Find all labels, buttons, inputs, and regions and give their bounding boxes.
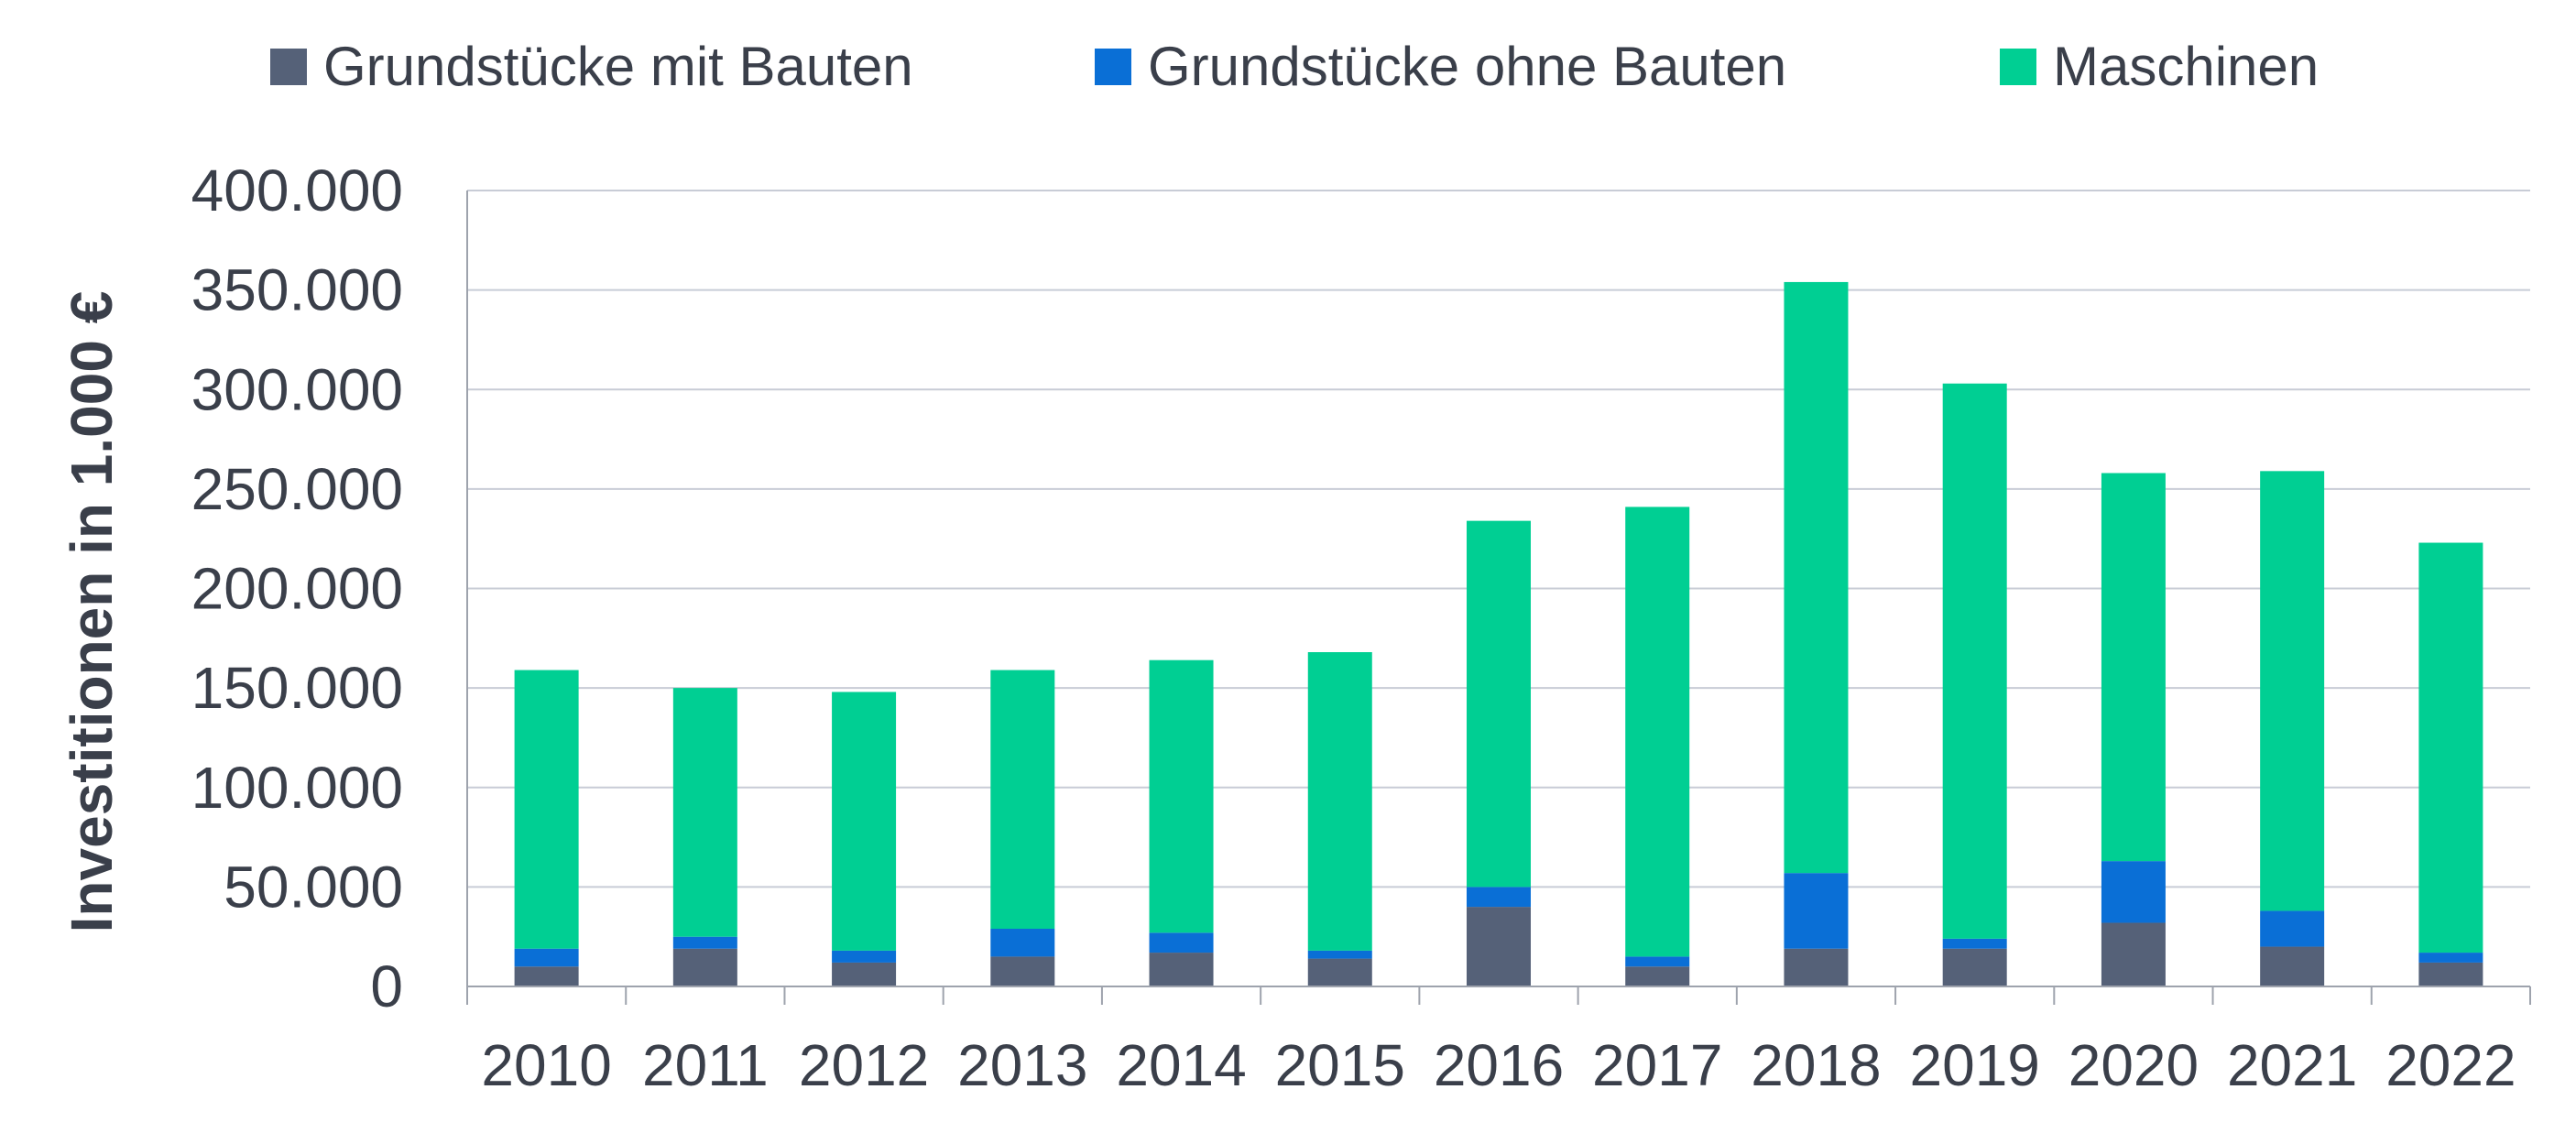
bar-segment-2017-s1 [1625,956,1690,967]
x-tick-label-2021: 2021 [2227,1032,2357,1098]
x-tick-label-2016: 2016 [1434,1032,1564,1098]
bar-segment-2011-s1 [672,936,737,949]
bar-segment-2012-s1 [832,950,897,963]
legend-label-grundstuecke-ohne-bauten: Grundstücke ohne Bauten [1148,36,1787,97]
y-tick-label: 250.000 [191,456,403,522]
y-tick-label: 350.000 [191,257,403,323]
bar-segment-2016-s2 [1467,520,1531,888]
bar-segment-2012-s0 [832,962,897,986]
bar-segment-2022-s0 [2418,962,2483,986]
y-tick-label: 150.000 [191,655,403,721]
x-tick-label-2010: 2010 [481,1032,611,1098]
bar-segment-2014-s2 [1149,659,1214,933]
bar-segment-2021-s0 [2260,946,2325,986]
y-tick-label: 0 [370,953,403,1019]
y-tick-label: 300.000 [191,356,403,422]
bar-segment-2017-s0 [1625,966,1690,986]
legend-swatch-grundstuecke-ohne-bauten [1095,48,1131,85]
legend-swatch-maschinen [2000,48,2036,85]
bar-segment-2012-s2 [832,692,897,951]
bar-segment-2011-s2 [672,688,737,937]
x-tick-label-2018: 2018 [1751,1032,1881,1098]
y-tick-labels: 0 50.000 100.000 150.000 200.000 250.000 300.0… [191,158,403,1019]
bar-segment-2016-s1 [1467,887,1531,908]
bar-segment-2014-s0 [1149,953,1214,986]
bar-segment-2011-s0 [672,948,737,986]
y-tick-label: 100.000 [191,755,403,821]
bar-segment-2021-s1 [2260,910,2325,947]
x-tick-labels: 2010 2011 2012 2013 2014 2015 2016 2017 2018 2019… [481,1032,2516,1098]
axes [466,191,2531,1005]
x-tick-label-2012: 2012 [799,1032,929,1098]
x-tick-label-2014: 2014 [1116,1032,1246,1098]
legend-item-maschinen: Maschinen [2000,35,2319,98]
x-tick-label-2015: 2015 [1275,1032,1405,1098]
bar-segment-2017-s2 [1625,507,1690,957]
bar-segment-2015-s0 [1307,958,1372,986]
bar-segment-2020-s1 [2101,861,2166,923]
bar-segment-2018-s0 [1784,948,1849,986]
bar-segment-2019-s1 [1942,938,2007,949]
bar-segment-2010-s0 [514,966,579,986]
x-tick-label-2011: 2011 [642,1032,769,1098]
bar-segment-2018-s2 [1784,281,1849,874]
bar-segment-2019-s0 [1942,948,2007,986]
bars [514,281,2483,986]
legend-label-grundstuecke-mit-bauten: Grundstücke mit Bauten [323,36,913,97]
bar-segment-2018-s1 [1784,873,1849,949]
legend-swatch-grundstuecke-mit-bauten [270,48,307,85]
x-tick-label-2017: 2017 [1592,1032,1722,1098]
bar-segment-2022-s1 [2418,953,2483,963]
bar-segment-2013-s1 [990,928,1055,957]
chart-legend: Grundstücke mit Bauten Grundstücke ohne … [0,35,2576,108]
bar-segment-2013-s2 [990,670,1055,929]
x-tick-label-2013: 2013 [957,1032,1087,1098]
legend-item-grundstuecke-mit-bauten: Grundstücke mit Bauten [270,35,913,98]
bar-segment-2016-s0 [1467,907,1531,986]
bar-segment-2015-s2 [1307,652,1372,951]
bar-segment-2020-s2 [2101,473,2166,862]
bar-segment-2019-s2 [1942,383,2007,939]
bar-segment-2020-s0 [2101,922,2166,986]
legend-item-grundstuecke-ohne-bauten: Grundstücke ohne Bauten [1095,35,1786,98]
y-tick-label: 50.000 [224,854,403,920]
y-tick-label: 400.000 [191,158,403,223]
bar-segment-2010-s1 [514,948,579,967]
bar-segment-2022-s2 [2418,542,2483,953]
bar-segment-2010-s2 [514,670,579,949]
bar-segment-2013-s0 [990,956,1055,986]
x-tick-label-2019: 2019 [1910,1032,2040,1098]
x-tick-label-2022: 2022 [2385,1032,2516,1098]
y-axis-title: Investitionen in 1.000 € [59,291,125,933]
legend-label-maschinen: Maschinen [2053,36,2319,97]
bar-segment-2014-s1 [1149,932,1214,953]
x-tick-label-2020: 2020 [2068,1032,2199,1098]
bar-segment-2021-s2 [2260,471,2325,911]
y-tick-label: 200.000 [191,556,403,622]
bar-segment-2015-s1 [1307,950,1372,959]
